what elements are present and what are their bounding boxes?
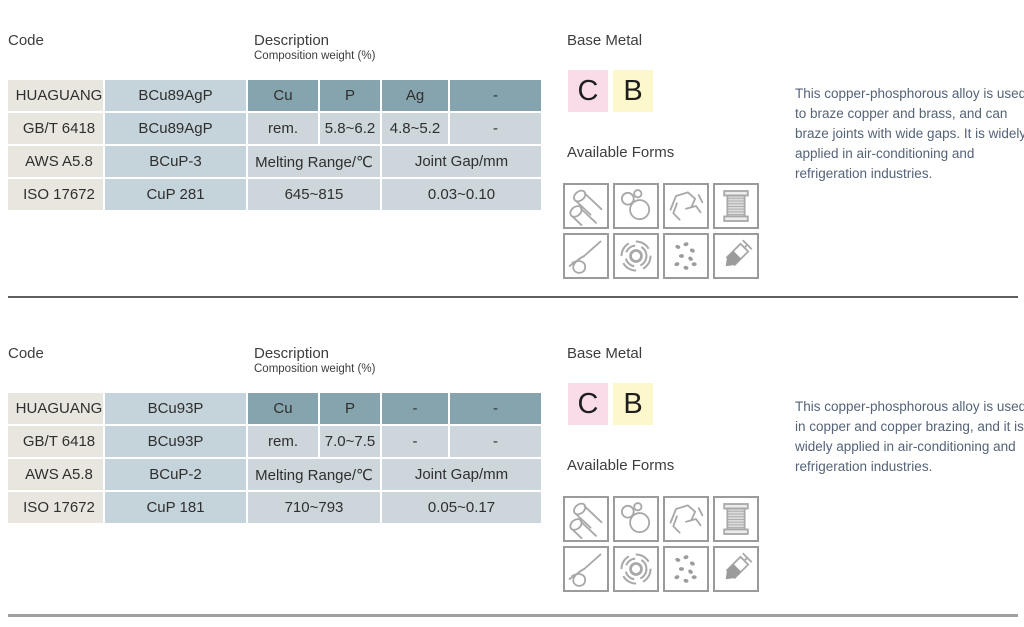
composition-header-cell: - <box>382 393 448 424</box>
bent-wire-icon <box>563 546 609 592</box>
spec-table: HUAGUANG BCu89AgP Cu P Ag - GB/T 6418 BC… <box>6 78 543 212</box>
bent-wire-icon <box>563 233 609 279</box>
section-divider <box>8 296 1018 298</box>
available-forms-grid <box>563 496 759 592</box>
base-metal-heading: Base Metal <box>567 345 643 362</box>
composition-header-cell: Ag <box>382 80 448 111</box>
melting-range-label-cell: Melting Range/℃ <box>248 146 380 177</box>
powder-icon <box>663 233 709 279</box>
composition-value-cell: 7.0~7.5 <box>320 426 380 457</box>
code-system-cell: GB/T 6418 <box>8 113 103 144</box>
bottom-divider <box>8 614 1018 617</box>
code-value-cell: BCu89AgP <box>105 113 246 144</box>
composition-value-cell: rem. <box>248 426 318 457</box>
description-heading-block: Description Composition weight (%) <box>254 32 375 62</box>
base-metal-badge-brass: B <box>613 383 653 425</box>
composition-value-cell: - <box>382 426 448 457</box>
composition-value-cell: 5.8~6.2 <box>320 113 380 144</box>
code-system-cell: ISO 17672 <box>8 179 103 210</box>
table-row: GB/T 6418 BCu89AgP rem. 5.8~6.2 4.8~5.2 … <box>8 113 541 144</box>
preformed-wire-icon <box>663 496 709 542</box>
coiled-ring-icon <box>613 546 659 592</box>
rings-icon <box>613 496 659 542</box>
available-forms-grid <box>563 183 759 279</box>
table-row: HUAGUANG BCu93P Cu P - - <box>8 393 541 424</box>
composition-value-cell: - <box>450 113 541 144</box>
base-metal-heading: Base Metal <box>567 32 643 49</box>
table-row: GB/T 6418 BCu93P rem. 7.0~7.5 - - <box>8 426 541 457</box>
wire-spool-icon <box>713 496 759 542</box>
composition-value-cell: rem. <box>248 113 318 144</box>
code-value-cell: BCu93P <box>105 426 246 457</box>
code-system-cell: HUAGUANG <box>8 80 103 111</box>
rods-icon <box>563 183 609 229</box>
composition-header-cell: Cu <box>248 393 318 424</box>
melting-range-value-cell: 645~815 <box>248 179 380 210</box>
wire-spool-icon <box>713 183 759 229</box>
paste-syringe-icon <box>713 233 759 279</box>
joint-gap-label-cell: Joint Gap/mm <box>382 146 541 177</box>
code-value-cell: BCu93P <box>105 393 246 424</box>
product-section-2: Code Description Composition weight (%) … <box>0 313 1024 609</box>
base-metal-badges: C B <box>568 383 653 425</box>
melting-range-value-cell: 710~793 <box>248 492 380 523</box>
code-value-cell: BCuP-2 <box>105 459 246 490</box>
code-system-cell: ISO 17672 <box>8 492 103 523</box>
joint-gap-label-cell: Joint Gap/mm <box>382 459 541 490</box>
table-row: ISO 17672 CuP 181 710~793 0.05~0.17 <box>8 492 541 523</box>
code-value-cell: BCuP-3 <box>105 146 246 177</box>
composition-subheading: Composition weight (%) <box>254 50 376 62</box>
table-row: ISO 17672 CuP 281 645~815 0.03~0.10 <box>8 179 541 210</box>
base-metal-badge-brass: B <box>613 70 653 112</box>
composition-header-cell: P <box>320 80 380 111</box>
product-description: This copper-phosphorous alloy is used in… <box>795 399 1024 474</box>
product-description: This copper-phosphorous alloy is used to… <box>795 86 1024 181</box>
description-heading: Description <box>254 32 330 49</box>
available-forms-heading: Available Forms <box>567 144 675 161</box>
code-heading: Code <box>8 345 44 362</box>
composition-value-cell: - <box>450 426 541 457</box>
available-forms-heading: Available Forms <box>567 457 675 474</box>
code-system-cell: HUAGUANG <box>8 393 103 424</box>
table-row: HUAGUANG BCu89AgP Cu P Ag - <box>8 80 541 111</box>
code-system-cell: GB/T 6418 <box>8 426 103 457</box>
powder-icon <box>663 546 709 592</box>
description-heading-block: Description Composition weight (%) <box>254 345 375 375</box>
table-row: AWS A5.8 BCuP-3 Melting Range/℃ Joint Ga… <box>8 146 541 177</box>
composition-subheading: Composition weight (%) <box>254 363 376 375</box>
table-row: AWS A5.8 BCuP-2 Melting Range/℃ Joint Ga… <box>8 459 541 490</box>
base-metal-badge-copper: C <box>568 70 608 112</box>
rods-icon <box>563 496 609 542</box>
code-value-cell: CuP 281 <box>105 179 246 210</box>
base-metal-badges: C B <box>568 70 653 112</box>
joint-gap-value-cell: 0.03~0.10 <box>382 179 541 210</box>
code-heading: Code <box>8 32 44 49</box>
paste-syringe-icon <box>713 546 759 592</box>
composition-header-cell: - <box>450 393 541 424</box>
spec-table: HUAGUANG BCu93P Cu P - - GB/T 6418 BCu93… <box>6 391 543 525</box>
composition-header-cell: P <box>320 393 380 424</box>
composition-value-cell: 4.8~5.2 <box>382 113 448 144</box>
composition-header-cell: - <box>450 80 541 111</box>
joint-gap-value-cell: 0.05~0.17 <box>382 492 541 523</box>
rings-icon <box>613 183 659 229</box>
base-metal-badge-copper: C <box>568 383 608 425</box>
description-heading: Description <box>254 345 330 362</box>
code-system-cell: AWS A5.8 <box>8 459 103 490</box>
composition-header-cell: Cu <box>248 80 318 111</box>
code-system-cell: AWS A5.8 <box>8 146 103 177</box>
coiled-ring-icon <box>613 233 659 279</box>
preformed-wire-icon <box>663 183 709 229</box>
melting-range-label-cell: Melting Range/℃ <box>248 459 380 490</box>
code-value-cell: CuP 181 <box>105 492 246 523</box>
code-value-cell: BCu89AgP <box>105 80 246 111</box>
product-section-1: Code Description Composition weight (%) … <box>0 0 1024 296</box>
